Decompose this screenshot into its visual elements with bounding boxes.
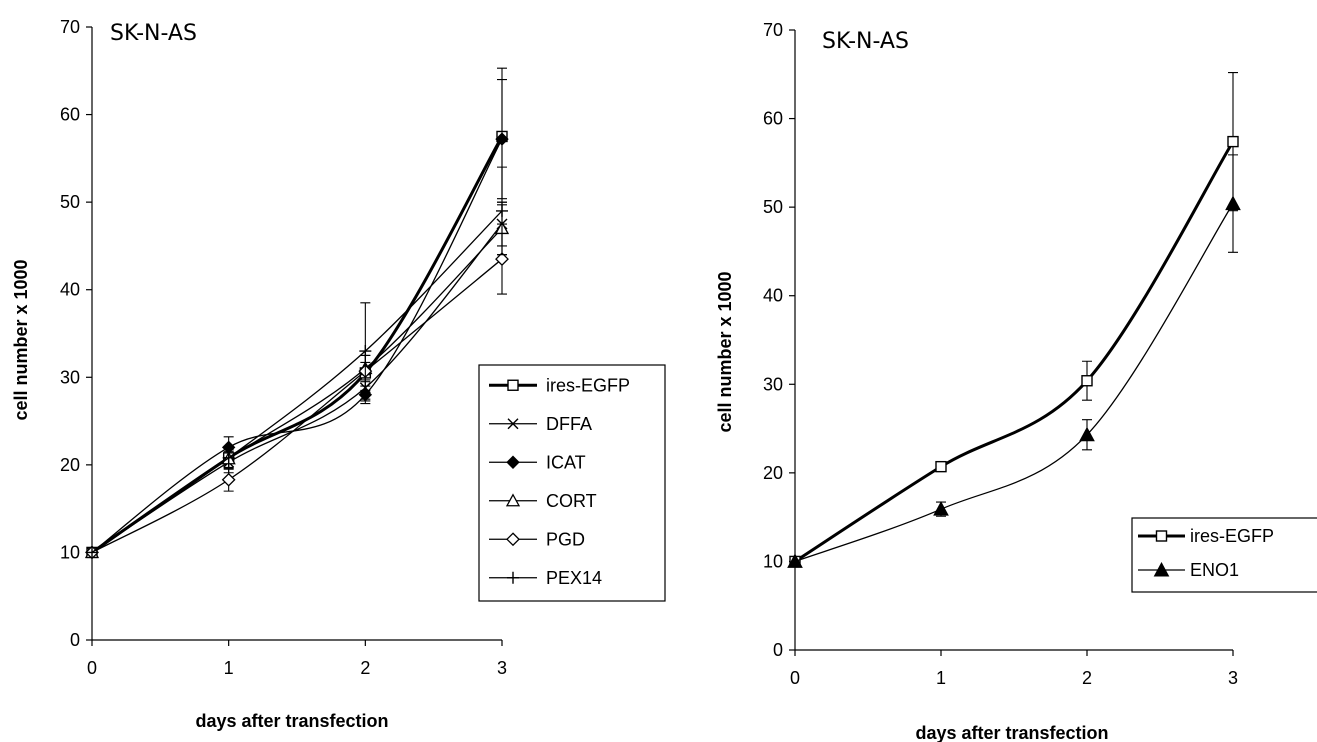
x-tick-label: 0 bbox=[87, 658, 97, 678]
legend-item: PGD bbox=[489, 529, 585, 549]
y-tick-label: 40 bbox=[763, 286, 783, 306]
y-tick-label: 20 bbox=[60, 455, 80, 475]
series-line bbox=[91, 135, 504, 554]
x-tick-label: 1 bbox=[936, 668, 946, 688]
series-ICAT bbox=[85, 78, 509, 560]
legend-label: PGD bbox=[546, 529, 585, 549]
legend-item: ires-EGFP bbox=[489, 375, 630, 395]
legend-marker bbox=[507, 418, 519, 430]
series-line bbox=[91, 227, 503, 553]
y-tick-label: 0 bbox=[70, 630, 80, 650]
data-point bbox=[935, 460, 947, 473]
axes: 0 10 20 30 40 50 60 70 0 1 2 3 bbox=[60, 17, 507, 678]
y-tick-label: 70 bbox=[763, 20, 783, 40]
data-point bbox=[496, 204, 508, 217]
y-tick-label: 50 bbox=[763, 197, 783, 217]
right-chart: SK-N-AS days after transfection cell num… bbox=[715, 20, 1317, 742]
y-tick-label: 30 bbox=[60, 367, 80, 387]
x-tick-label: 1 bbox=[224, 658, 234, 678]
series-line bbox=[794, 203, 1234, 563]
x-tick-label: 2 bbox=[360, 658, 370, 678]
legend-item: CORT bbox=[489, 491, 597, 511]
series-line bbox=[794, 140, 1235, 563]
legend-label: PEX14 bbox=[546, 568, 602, 588]
legend-item: ires-EGFP bbox=[1138, 526, 1274, 546]
legend-label: ICAT bbox=[546, 452, 586, 472]
legend-label: CORT bbox=[546, 491, 597, 511]
y-tick-label: 70 bbox=[60, 17, 80, 37]
legend-item: DFFA bbox=[489, 414, 592, 434]
legend-item: ICAT bbox=[489, 452, 586, 472]
data-point bbox=[495, 132, 509, 146]
left-legend: ires-EGFP DFFA ICAT CORT PGD PEX14 bbox=[478, 364, 666, 602]
legend-item: PEX14 bbox=[489, 568, 602, 588]
y-tick-label: 20 bbox=[763, 463, 783, 483]
y-tick-label: 50 bbox=[60, 192, 80, 212]
legend-label: ires-EGFP bbox=[546, 375, 630, 395]
data-point bbox=[86, 546, 98, 559]
right-legend: ires-EGFP ENO1 bbox=[1131, 517, 1317, 593]
series-line bbox=[91, 258, 503, 554]
left-y-axis-title: cell number x 1000 bbox=[11, 259, 31, 420]
series-ires-EGFP bbox=[86, 67, 508, 559]
legend-marker bbox=[506, 455, 520, 469]
data-point bbox=[933, 501, 949, 516]
right-y-axis-title: cell number x 1000 bbox=[715, 271, 735, 432]
data-point bbox=[787, 553, 803, 568]
legend-marker bbox=[505, 493, 521, 507]
legend-marker bbox=[507, 379, 519, 391]
data-point bbox=[359, 345, 372, 358]
series-line bbox=[91, 210, 503, 553]
series-ires-EGFP bbox=[789, 71, 1239, 568]
series-line bbox=[91, 223, 503, 553]
series-line bbox=[91, 138, 503, 553]
series-ENO1 bbox=[787, 154, 1241, 568]
right-chart-title: SK-N-AS bbox=[822, 29, 909, 54]
data-point bbox=[222, 451, 235, 464]
data-point bbox=[221, 472, 236, 487]
left-chart-title: SK-N-AS bbox=[110, 21, 197, 46]
data-point bbox=[1227, 135, 1239, 148]
x-tick-label: 0 bbox=[790, 668, 800, 688]
x-tick-label: 3 bbox=[497, 658, 507, 678]
legend-label: ires-EGFP bbox=[1190, 526, 1274, 546]
x-tick-label: 3 bbox=[1228, 668, 1238, 688]
left-x-axis-title: days after transfection bbox=[195, 711, 388, 731]
axes: 0 10 20 30 40 50 60 70 0 1 2 3 bbox=[763, 20, 1238, 688]
data-point bbox=[1081, 375, 1093, 387]
series-CORT bbox=[84, 201, 510, 559]
y-tick-label: 10 bbox=[763, 551, 783, 571]
legend-marker bbox=[1153, 561, 1170, 577]
series-PGD bbox=[85, 223, 509, 560]
data-point bbox=[1079, 426, 1095, 442]
y-tick-label: 40 bbox=[60, 280, 80, 300]
left-legend-box bbox=[478, 364, 666, 602]
y-tick-label: 10 bbox=[60, 542, 80, 562]
legend-marker bbox=[1155, 530, 1168, 542]
legend-marker bbox=[507, 571, 519, 584]
legend-item: ENO1 bbox=[1138, 560, 1239, 580]
right-x-axis-title: days after transfection bbox=[915, 723, 1108, 742]
data-point bbox=[495, 252, 509, 266]
y-tick-label: 60 bbox=[763, 109, 783, 129]
y-tick-label: 0 bbox=[773, 640, 783, 660]
legend-label: DFFA bbox=[546, 414, 592, 434]
y-tick-label: 30 bbox=[763, 374, 783, 394]
series-PEX14 bbox=[86, 166, 508, 559]
x-tick-label: 2 bbox=[1082, 668, 1092, 688]
left-chart: SK-N-AS days after transfection cell num… bbox=[11, 17, 666, 731]
y-tick-label: 60 bbox=[60, 105, 80, 125]
legend-marker bbox=[506, 532, 520, 547]
data-point bbox=[1225, 195, 1241, 211]
legend-label: ENO1 bbox=[1190, 560, 1239, 580]
